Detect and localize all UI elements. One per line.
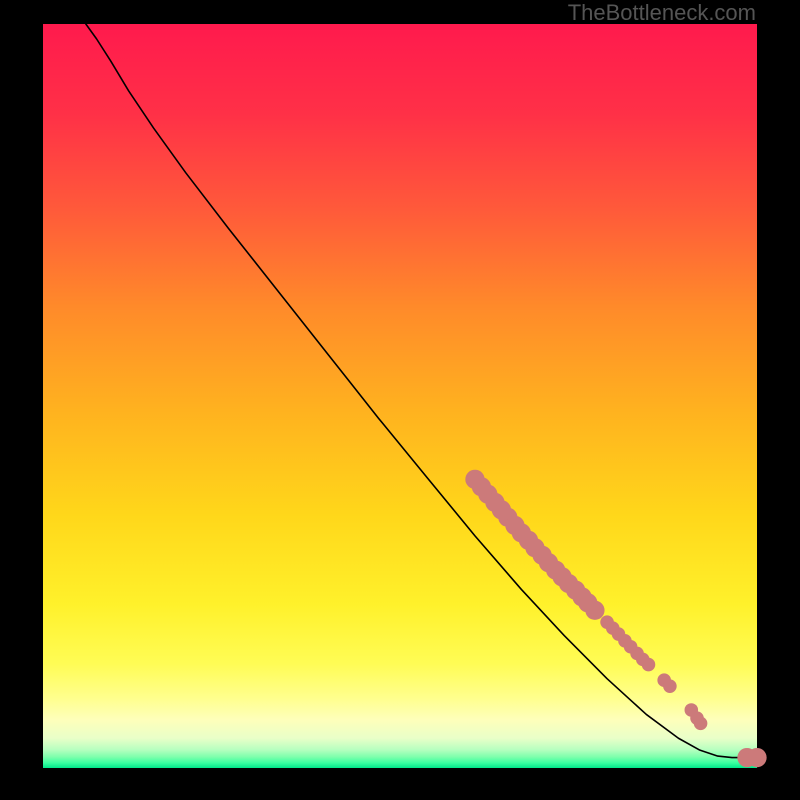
- data-point: [642, 658, 656, 672]
- bottleneck-curve: [86, 24, 757, 758]
- data-point: [663, 679, 677, 693]
- stage: TheBottleneck.com: [0, 0, 800, 800]
- data-point: [747, 748, 766, 767]
- attribution-label: TheBottleneck.com: [568, 0, 756, 26]
- data-point: [585, 601, 604, 620]
- plot-svg: [0, 0, 800, 800]
- data-point: [694, 717, 708, 731]
